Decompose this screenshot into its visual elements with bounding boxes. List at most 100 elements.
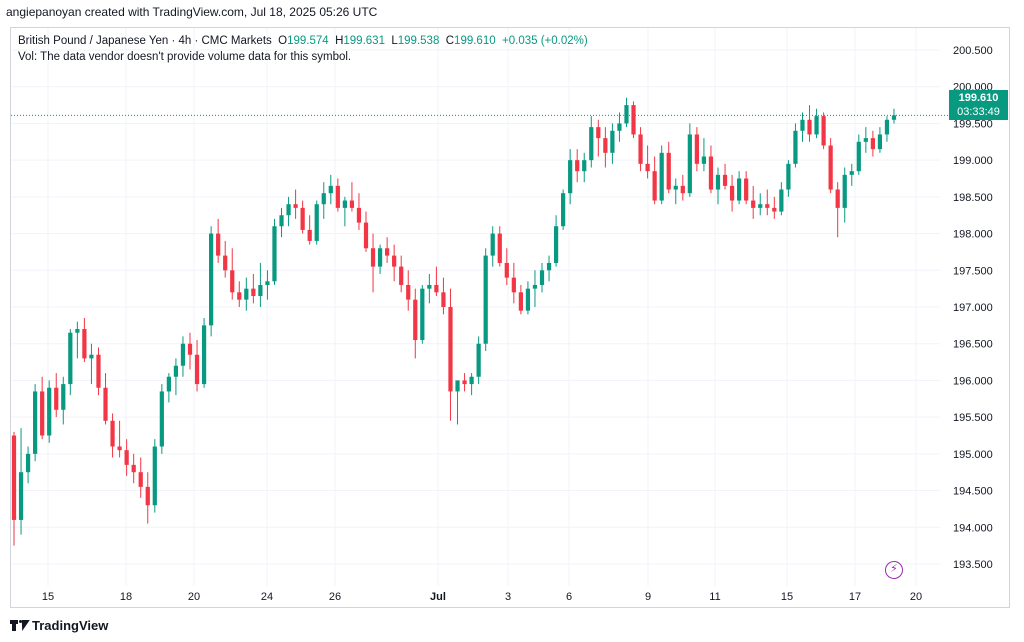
candle [54,373,59,418]
candle [18,428,24,535]
candle [441,277,446,315]
candle [385,237,390,263]
candle [363,211,369,252]
candle [546,255,552,282]
high-value: 199.631 [343,35,385,47]
lightning-bolt-icon[interactable]: ⚡ [885,561,903,579]
candle [821,112,826,150]
x-tick-label: Jul [430,591,446,603]
x-tick-label: 15 [42,591,54,603]
candle [279,207,284,238]
candle [96,347,101,396]
candle-body [82,329,87,359]
candle-body [201,325,207,385]
candle [497,226,502,267]
candle-body [265,281,270,285]
candle-body [835,189,840,208]
candle [659,145,664,205]
x-tick-label: 18 [120,591,132,603]
candle-body [652,171,657,201]
candle [47,380,52,443]
open-label: O [278,35,288,47]
candle-body [751,200,756,208]
candle [406,270,411,311]
candle [237,281,242,307]
candle [314,200,319,245]
candle-body [532,284,538,289]
candle-body [399,266,404,285]
candle-body [434,284,439,293]
y-tick-label: 194.500 [953,486,993,498]
candle-body [765,204,770,208]
y-tick-label: 199.000 [953,155,993,167]
candle-body [800,119,805,131]
candle [356,193,362,230]
candle-body [814,116,819,135]
candle [877,127,883,153]
change-value: +0.035 (+0.02%) [502,35,588,47]
tradingview-logo-icon [10,620,30,631]
candle [511,262,516,304]
candle-body [47,387,52,436]
candle-body [342,200,347,208]
candle-body [476,343,481,377]
candle-body [624,105,629,124]
candle [469,373,474,396]
candle [152,439,157,513]
footer-brand[interactable]: TradingView [10,618,108,633]
candle-body [673,185,678,190]
candle-body [877,134,883,150]
candle [265,270,270,300]
candle-body [420,288,425,341]
candle [25,446,31,484]
candle-body [842,174,847,208]
candle-body [462,380,467,385]
candle [870,130,875,157]
chart-attribution: angiepanoyan created with TradingView.co… [6,5,378,19]
x-tick-label: 26 [329,591,341,603]
candle-body [596,127,601,139]
candle-body [96,354,101,388]
candle [342,196,347,227]
candle-body [307,229,312,241]
candle-body [216,233,221,256]
candle [33,384,38,462]
candle [349,182,355,212]
volume-note: Vol: The data vendor doesn't provide vol… [18,51,352,63]
candle-body [377,248,383,267]
x-tick-label: 11 [709,591,720,603]
candle-body [223,255,228,271]
candle-body [18,472,24,520]
candle [638,127,643,172]
y-tick-label: 194.000 [953,522,993,534]
chart-frame[interactable] [10,27,1010,608]
candle-body [237,292,242,300]
x-tick-label: 24 [261,591,273,603]
candle [300,200,305,234]
candle-body [504,262,509,278]
candle-body [427,284,432,289]
candle [124,439,129,476]
candle-body [729,185,735,201]
candle-body [33,391,38,454]
candle-body [891,115,897,120]
y-tick-label: 200.500 [953,45,993,57]
candle-body [737,178,742,201]
candle [786,160,791,197]
candle [568,149,573,205]
candle-body [828,145,833,190]
candle-body [863,138,868,142]
candle [427,273,432,304]
candle-body [694,134,699,164]
y-tick-label: 198.000 [953,229,993,241]
candle-body [603,138,608,153]
candle [293,189,298,219]
last-price-tag: 199.610 03:33:49 [949,90,1008,120]
candle-series [11,97,897,546]
candle-body [406,284,411,300]
candle-body [610,130,615,153]
y-tick-label: 198.500 [953,192,993,204]
candle-body [525,288,531,311]
candle [307,215,312,245]
